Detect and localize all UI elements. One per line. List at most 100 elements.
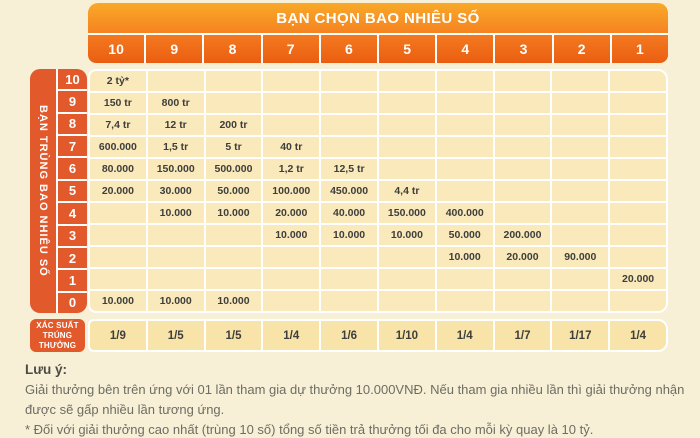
prize-cell: 10.000 [321, 225, 377, 245]
column-header-cell: 1 [611, 35, 668, 63]
prize-cell: 12,5 tr [321, 159, 377, 179]
prize-cell [205, 71, 262, 91]
row-header-cell: 6 [58, 158, 87, 179]
row-header-cell: 2 [58, 247, 87, 269]
prize-cell [263, 93, 320, 113]
notes-text-1: Giải thưởng bên trên ứng với 01 lần tham… [25, 382, 685, 417]
column-header-cell: 7 [262, 35, 319, 63]
prize-cell [205, 93, 262, 113]
prize-cell [610, 181, 666, 201]
column-header-cell: 3 [495, 35, 552, 63]
probability-cell: 1/4 [610, 321, 666, 350]
prize-cell [552, 93, 609, 113]
column-header-cell: 4 [437, 35, 494, 63]
prize-cell [552, 203, 609, 223]
prize-cell [321, 137, 377, 157]
column-header-cell: 8 [204, 35, 261, 63]
prize-cell: 50.000 [205, 181, 262, 201]
prize-cell [263, 247, 320, 267]
probability-cell: 1/6 [321, 321, 377, 350]
prize-cell [494, 93, 551, 113]
prize-cell [494, 137, 551, 157]
prize-cell [552, 269, 609, 289]
column-header-cell: 2 [553, 35, 610, 63]
prize-cell [494, 159, 551, 179]
prize-cell: 10.000 [436, 247, 493, 267]
prize-cell: 90.000 [552, 247, 609, 267]
prize-cell [321, 247, 377, 267]
column-header-cell: 6 [320, 35, 377, 63]
prize-cell [147, 269, 204, 289]
prize-cell: 20.000 [610, 269, 666, 289]
prize-cell [494, 181, 551, 201]
prize-cell [436, 291, 493, 311]
prize-cell [436, 159, 493, 179]
prize-cell: 5 tr [205, 137, 262, 157]
prize-cell [436, 71, 493, 91]
column-header-cell: 9 [146, 35, 203, 63]
prize-cell: 2 tỷ* [90, 71, 146, 91]
prize-cell [378, 269, 435, 289]
prize-cell [321, 93, 377, 113]
row-header-cell: 1 [58, 270, 87, 291]
probability-cell: 1/9 [90, 321, 146, 350]
prize-cell [552, 71, 609, 91]
prize-cell [494, 203, 551, 223]
prize-cell [90, 247, 146, 267]
prize-cell [610, 115, 666, 135]
prize-cell: 20.000 [263, 203, 320, 223]
prize-cell [90, 269, 146, 289]
prize-cell [436, 137, 493, 157]
prize-cell [610, 247, 666, 267]
prize-cell [552, 137, 609, 157]
prize-cell [321, 291, 377, 311]
prize-cell: 80.000 [90, 159, 146, 179]
prize-cell [436, 181, 493, 201]
prize-cell [263, 115, 320, 135]
prize-cell: 500.000 [205, 159, 262, 179]
prize-cell [494, 71, 551, 91]
probability-cell: 1/5 [147, 321, 204, 350]
prize-cell: 10.000 [147, 203, 204, 223]
prize-cell: 10.000 [205, 203, 262, 223]
prize-cell: 10.000 [378, 225, 435, 245]
prize-cell: 1,5 tr [147, 137, 204, 157]
prize-cell [378, 93, 435, 113]
row-header-cell: 8 [58, 113, 87, 135]
prize-cell [90, 203, 146, 223]
prize-cell: 150 tr [90, 93, 146, 113]
row-header-cell: 0 [58, 292, 87, 313]
probability-cell: 1/5 [205, 321, 262, 350]
choose-count-title: BẠN CHỌN BAO NHIÊU SỐ [88, 3, 668, 33]
row-header-cell: 10 [58, 69, 87, 90]
prize-cell [147, 225, 204, 245]
prize-cell: 20.000 [90, 181, 146, 201]
prize-cell: 600.000 [90, 137, 146, 157]
prize-cell [610, 291, 666, 311]
prize-cell [321, 115, 377, 135]
prize-cell [610, 203, 666, 223]
prize-cell: 200 tr [205, 115, 262, 135]
prize-cell [378, 159, 435, 179]
prize-cell: 400.000 [436, 203, 493, 223]
prize-cell: 450.000 [321, 181, 377, 201]
column-header-band: 10 9 8 7 6 5 4 3 2 1 [88, 35, 668, 63]
row-header-cell: 7 [58, 136, 87, 157]
prize-cell [321, 71, 377, 91]
prize-cell [552, 181, 609, 201]
prize-cell [494, 115, 551, 135]
match-count-sidebar: BẠN TRÙNG BAO NHIÊU SỐ 10 9 8 7 6 5 4 3 2 1 0 [30, 69, 87, 313]
prize-cell [378, 291, 435, 311]
prize-cell: 40 tr [263, 137, 320, 157]
prize-cell: 150.000 [147, 159, 204, 179]
prize-cell [610, 225, 666, 245]
prize-table: 2 tỷ* 150 tr 800 tr 7,4 tr 12 tr 200 tr 600.00… [88, 69, 668, 313]
prize-cell [494, 269, 551, 289]
prize-cell [263, 71, 320, 91]
probability-cell: 1/7 [494, 321, 551, 350]
prize-cell: 50.000 [436, 225, 493, 245]
prize-cell [552, 291, 609, 311]
choose-count-header: BẠN CHỌN BAO NHIÊU SỐ 10 9 8 7 6 5 4 3 2 1 [88, 3, 668, 63]
prize-cell: 800 tr [147, 93, 204, 113]
notes: Lưu ý: Giải thưởng bên trên ứng với 01 l… [25, 360, 693, 438]
